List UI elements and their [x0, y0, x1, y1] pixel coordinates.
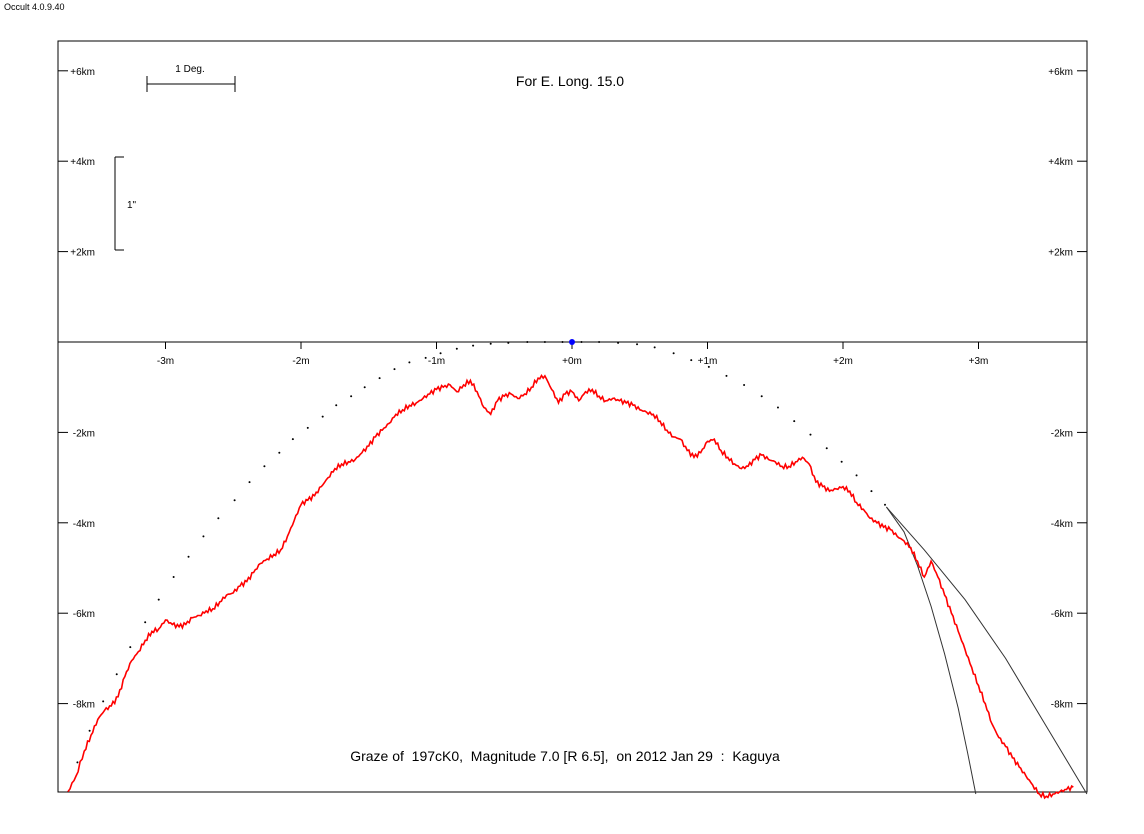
- limb-dot: [855, 474, 858, 477]
- limb-dot: [472, 344, 475, 347]
- y-tick-label-left: +4km: [70, 157, 95, 168]
- limb-dot: [580, 341, 583, 343]
- limb-dot: [439, 352, 442, 355]
- x-tick-label: +3m: [969, 356, 989, 367]
- limb-dot: [870, 490, 873, 493]
- path-curve: [885, 506, 977, 795]
- limb-dot: [743, 383, 746, 386]
- limb-dot: [172, 576, 175, 579]
- limb-profile-line: [67, 374, 1074, 800]
- limb-dot: [760, 395, 763, 398]
- limb-dot: [884, 503, 887, 506]
- limb-dot: [217, 517, 220, 520]
- limb-dot: [825, 447, 828, 450]
- limb-dot: [455, 347, 458, 350]
- y-tick-label-left: +6km: [70, 67, 95, 78]
- x-tick-label: -2m: [292, 356, 309, 367]
- y-tick-label-right: -4km: [1051, 519, 1073, 530]
- limb-dot: [707, 365, 710, 368]
- limb-dot: [88, 729, 91, 732]
- limb-dot: [725, 374, 728, 377]
- path-curve: [886, 506, 1088, 795]
- star-marker-dot: [569, 339, 575, 345]
- limb-dot: [233, 499, 236, 502]
- limb-dot: [378, 377, 381, 380]
- y-tick-label-left: -6km: [73, 609, 95, 620]
- limb-dot: [202, 535, 205, 538]
- limb-dot: [809, 433, 812, 436]
- y-tick-label-right: +4km: [1048, 157, 1073, 168]
- limb-dot: [598, 341, 601, 343]
- limb-dot: [363, 386, 366, 389]
- limb-dot: [76, 761, 79, 764]
- x-tick-label: +2m: [833, 356, 853, 367]
- limb-dot: [408, 361, 411, 364]
- limb-dot: [776, 406, 779, 409]
- x-tick-label: -1m: [428, 356, 445, 367]
- star-marker: [569, 339, 575, 345]
- limb-dot: [793, 420, 796, 423]
- chart-title: For E. Long. 15.0: [516, 73, 624, 89]
- y-tick-label-right: +2km: [1048, 248, 1073, 259]
- x-tick-label: -3m: [157, 356, 174, 367]
- limb-dot: [636, 343, 639, 346]
- y-axis-ticks: +6km +6km +4km +4km +2km +2km -2km -2km -4km -4km…: [58, 67, 1087, 711]
- limb-dot: [115, 673, 118, 676]
- limb-dot: [653, 346, 656, 349]
- chart-subtitle: Graze of 197cK0, Magnitude 7.0 [R 6.5], …: [350, 748, 780, 764]
- angle-scale-label: 1 Deg.: [175, 64, 204, 75]
- plot-frame: [57, 40, 1088, 793]
- y-tick-label-left: -8km: [73, 700, 95, 711]
- limb-dot: [102, 700, 105, 703]
- limb-dot: [187, 555, 190, 558]
- limb-dot: [306, 426, 309, 429]
- limb-dot: [263, 465, 266, 468]
- limb-dot: [335, 404, 338, 407]
- limb-dot: [424, 356, 427, 359]
- limb-dot: [278, 451, 281, 454]
- limb-dot: [248, 481, 251, 484]
- limb-dot: [393, 368, 396, 371]
- arc-scale-bar: 1": [114, 156, 137, 251]
- angle-scale-bar: 1 Deg.: [146, 64, 236, 92]
- arc-scale-label: 1": [127, 200, 137, 211]
- limb-dot: [672, 352, 675, 355]
- limb-dot: [321, 415, 324, 418]
- limb-dot: [129, 646, 132, 649]
- limb-dot: [291, 438, 294, 441]
- limb-dot: [561, 341, 564, 343]
- y-tick-label-left: +2km: [70, 248, 95, 259]
- limb-dot: [350, 395, 353, 398]
- path-curves: [885, 506, 1088, 795]
- x-tick-label: +0m: [562, 356, 582, 367]
- limb-dot: [840, 460, 843, 463]
- y-tick-label-right: -2km: [1051, 428, 1073, 439]
- limb-dot: [157, 598, 160, 601]
- limb-dots: [76, 341, 887, 764]
- app-title: Occult 4.0.9.40: [4, 2, 65, 12]
- y-tick-label-right: +6km: [1048, 67, 1073, 78]
- limb-dot: [144, 621, 147, 624]
- y-tick-label-right: -6km: [1051, 609, 1073, 620]
- limb-dot: [617, 341, 620, 344]
- y-tick-label-right: -8km: [1051, 700, 1073, 711]
- y-tick-label-left: -4km: [73, 519, 95, 530]
- limb-dot: [690, 359, 693, 362]
- x-axis-ticks: -3m -2m -1m +0m +1m +2m +3m: [157, 342, 988, 367]
- x-tick-label: +1m: [698, 356, 718, 367]
- limb-dot: [507, 341, 510, 344]
- y-tick-label-left: -2km: [73, 428, 95, 439]
- limb-dot: [489, 342, 492, 345]
- limb-dot: [526, 341, 529, 343]
- limb-dot: [543, 341, 546, 343]
